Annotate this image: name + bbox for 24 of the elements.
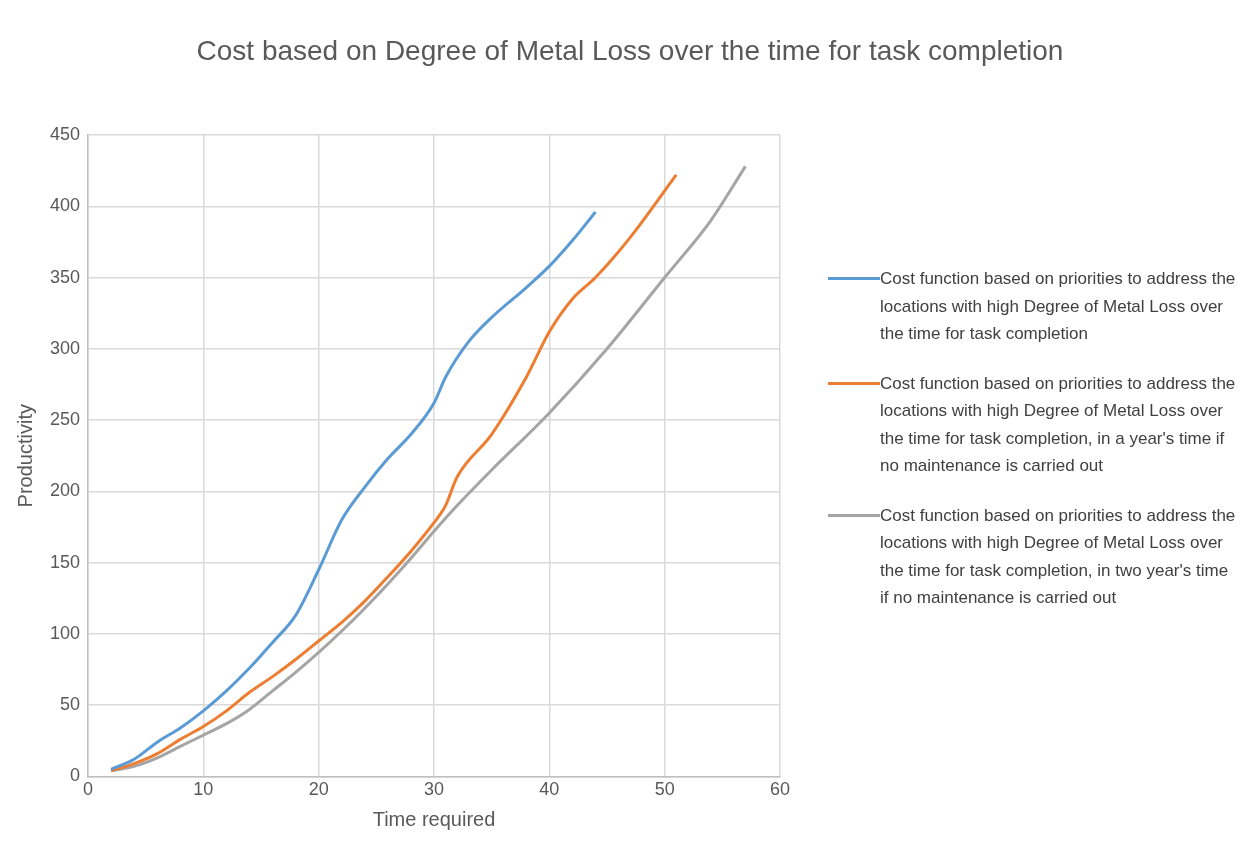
x-tick-label: 20 (308, 779, 329, 800)
chart-title: Cost based on Degree of Metal Loss over the time for task completion (195, 34, 1065, 68)
y-tick-label: 200 (49, 480, 81, 501)
x-tick-label: 30 (424, 779, 445, 800)
y-tick-label: 350 (49, 266, 81, 287)
x-tick-label: 10 (193, 779, 214, 800)
y-tick-label: 150 (49, 551, 81, 572)
y-axis-title: Productivity (13, 404, 36, 508)
legend-label: Cost function based on priorities to address the locations with high Degree of Metal Loss over the time for task completion, in a year's time if no maintenance is carried out (880, 372, 1237, 477)
y-tick-label: 400 (49, 195, 81, 216)
legend-label: Cost function based on priorities to address the locations with high Degree of Metal Loss over the time for task completion, in two year's time if no maintenance is carried out (880, 504, 1237, 609)
x-tick-label: 60 (769, 779, 791, 800)
line-series (109, 210, 597, 771)
x-tick-label: 40 (539, 779, 560, 800)
y-tick-label: 300 (49, 337, 81, 358)
legend-label: Cost function based on priorities to address the locations with high Degree of Metal Loss over the time for task completion (880, 268, 1237, 345)
y-tick-label: 450 (49, 123, 81, 144)
y-tick-label: 50 (60, 694, 81, 715)
y-tick-label: 250 (49, 409, 81, 430)
x-tick-label: 0 (83, 779, 94, 800)
y-tick-label: 100 (49, 622, 81, 643)
x-axis-title: Time required (372, 807, 496, 830)
x-tick-label: 50 (654, 779, 675, 800)
y-tick-label: 0 (70, 765, 81, 786)
